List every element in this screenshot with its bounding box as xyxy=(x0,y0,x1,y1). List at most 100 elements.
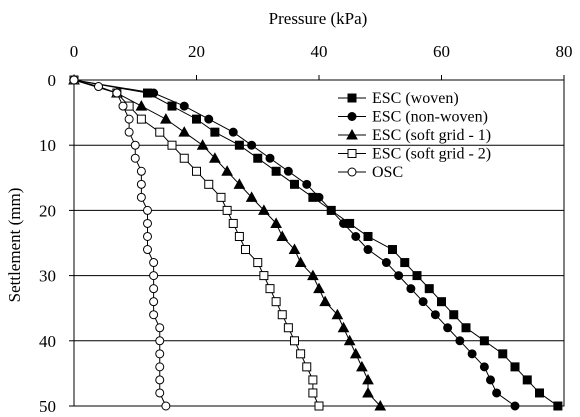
legend-entry-1: ESC (woven) xyxy=(338,90,459,107)
series-2-point-12 xyxy=(339,218,348,228)
series-3 xyxy=(68,73,387,411)
series-5-point-16 xyxy=(149,258,159,268)
series-1-point-18 xyxy=(437,297,446,307)
series-3-point-4 xyxy=(160,113,172,124)
series-5-point-8 xyxy=(130,153,140,163)
series-3-point-17 xyxy=(313,282,325,294)
x-tick-label-80: 80 xyxy=(556,42,573,61)
series-4-point-23 xyxy=(302,362,312,372)
series-4-point-6 xyxy=(167,140,177,150)
series-3-point-14 xyxy=(288,243,301,255)
series-3-point-18 xyxy=(319,295,331,307)
series-2-point-4 xyxy=(204,114,214,124)
series-2-point-10 xyxy=(314,192,324,202)
series-2-point-24 xyxy=(486,375,495,385)
series-2-point-6 xyxy=(247,140,257,150)
series-3-point-22 xyxy=(349,347,362,359)
legend-entry-2: ESC (non-woven) xyxy=(338,109,488,126)
legend-entry-4: ESC (soft grid - 2) xyxy=(338,146,491,163)
series-4-point-20 xyxy=(283,323,293,333)
series-4-point-7 xyxy=(179,153,189,163)
series-1-point-13 xyxy=(363,231,373,241)
series-4-point-24 xyxy=(308,375,318,385)
series-2-point-14 xyxy=(363,245,373,255)
series-3-point-5 xyxy=(178,126,191,137)
series-4-point-19 xyxy=(277,310,287,320)
series-1-point-16 xyxy=(412,271,422,281)
y-tick-label-10: 10 xyxy=(39,136,56,155)
series-5-point-14 xyxy=(143,231,152,241)
series-5-point-12 xyxy=(143,205,152,215)
series-3-point-3 xyxy=(135,100,148,111)
series-2-point-18 xyxy=(418,297,428,307)
x-axis-title: Pressure (kPa) xyxy=(269,9,368,28)
series-4-point-5 xyxy=(155,127,165,137)
series-2-point-3 xyxy=(179,101,189,111)
series-5-point-11 xyxy=(136,192,146,202)
y-tick-label-20: 20 xyxy=(39,201,56,220)
series-3-point-12 xyxy=(270,217,282,228)
legend-label-3: ESC (soft grid - 1) xyxy=(372,127,491,144)
series-5-point-22 xyxy=(155,336,165,346)
series-4-point-26 xyxy=(314,401,324,411)
x-tick-label-20: 20 xyxy=(188,42,205,61)
legend-marker-1 xyxy=(347,93,357,103)
series-3-point-26 xyxy=(374,399,387,411)
series-2-point-20 xyxy=(443,323,453,333)
series-5-point-4 xyxy=(118,101,128,111)
legend-marker-3 xyxy=(346,128,358,140)
series-5-point-24 xyxy=(155,362,165,372)
series-5-point-26 xyxy=(155,388,165,398)
series-2-point-17 xyxy=(406,284,416,294)
series-1-point-26 xyxy=(553,401,563,411)
legend-label-4: ESC (soft grid - 2) xyxy=(372,146,491,163)
legend-marker-4 xyxy=(347,149,357,158)
series-4-point-4 xyxy=(136,114,146,124)
y-axis-title: Settlement (mm) xyxy=(5,188,24,303)
series-5-point-21 xyxy=(155,323,165,333)
series-2-point-16 xyxy=(394,271,404,281)
series-5-point-6 xyxy=(124,127,134,137)
series-4 xyxy=(69,75,324,411)
series-2-point-9 xyxy=(302,179,312,189)
series-2 xyxy=(69,75,520,411)
series-4-point-11 xyxy=(222,205,232,215)
series-1-point-8 xyxy=(271,166,281,176)
y-tick-label-0: 0 xyxy=(48,71,57,90)
series-5-point-1 xyxy=(69,75,79,85)
series-5-point-27 xyxy=(161,401,171,411)
x-tick-label-40: 40 xyxy=(311,42,328,61)
series-5-point-18 xyxy=(149,284,159,294)
series-3-point-19 xyxy=(331,308,344,320)
series-4-point-10 xyxy=(216,192,226,202)
series-5-point-19 xyxy=(149,297,159,307)
series-5-point-2 xyxy=(94,82,103,92)
series-1-point-25 xyxy=(535,388,544,398)
series-2-point-25 xyxy=(492,388,502,398)
series-5-point-20 xyxy=(149,310,159,320)
series-3-point-16 xyxy=(307,269,319,281)
series-2-point-19 xyxy=(430,310,440,320)
series-2-point-21 xyxy=(455,336,465,346)
series-5-point-25 xyxy=(155,375,165,385)
series-1 xyxy=(69,75,563,411)
legend-entry-5: OSC xyxy=(338,164,403,181)
series-5-point-9 xyxy=(136,166,146,176)
series-4-point-15 xyxy=(253,258,263,268)
series-1-point-22 xyxy=(498,349,508,359)
legend-label-5: OSC xyxy=(372,164,403,181)
series-1-point-7 xyxy=(253,153,263,163)
axis-ticks: 0 10 20 30 40 50 0 20 40 60 80 xyxy=(39,42,573,416)
series-3-point-6 xyxy=(196,139,209,150)
series-4-point-22 xyxy=(296,349,306,359)
legend: ESC (woven)ESC (non-woven)ESC (soft grid… xyxy=(338,90,491,181)
series-4-point-14 xyxy=(241,245,250,255)
series-3-point-13 xyxy=(276,230,289,241)
series-3-point-25 xyxy=(362,386,374,398)
series-3-point-10 xyxy=(245,191,258,202)
series-5-point-23 xyxy=(155,349,165,359)
series-3-point-9 xyxy=(233,178,246,189)
legend-label-1: ESC (woven) xyxy=(372,90,459,107)
series-4-point-21 xyxy=(290,336,299,346)
